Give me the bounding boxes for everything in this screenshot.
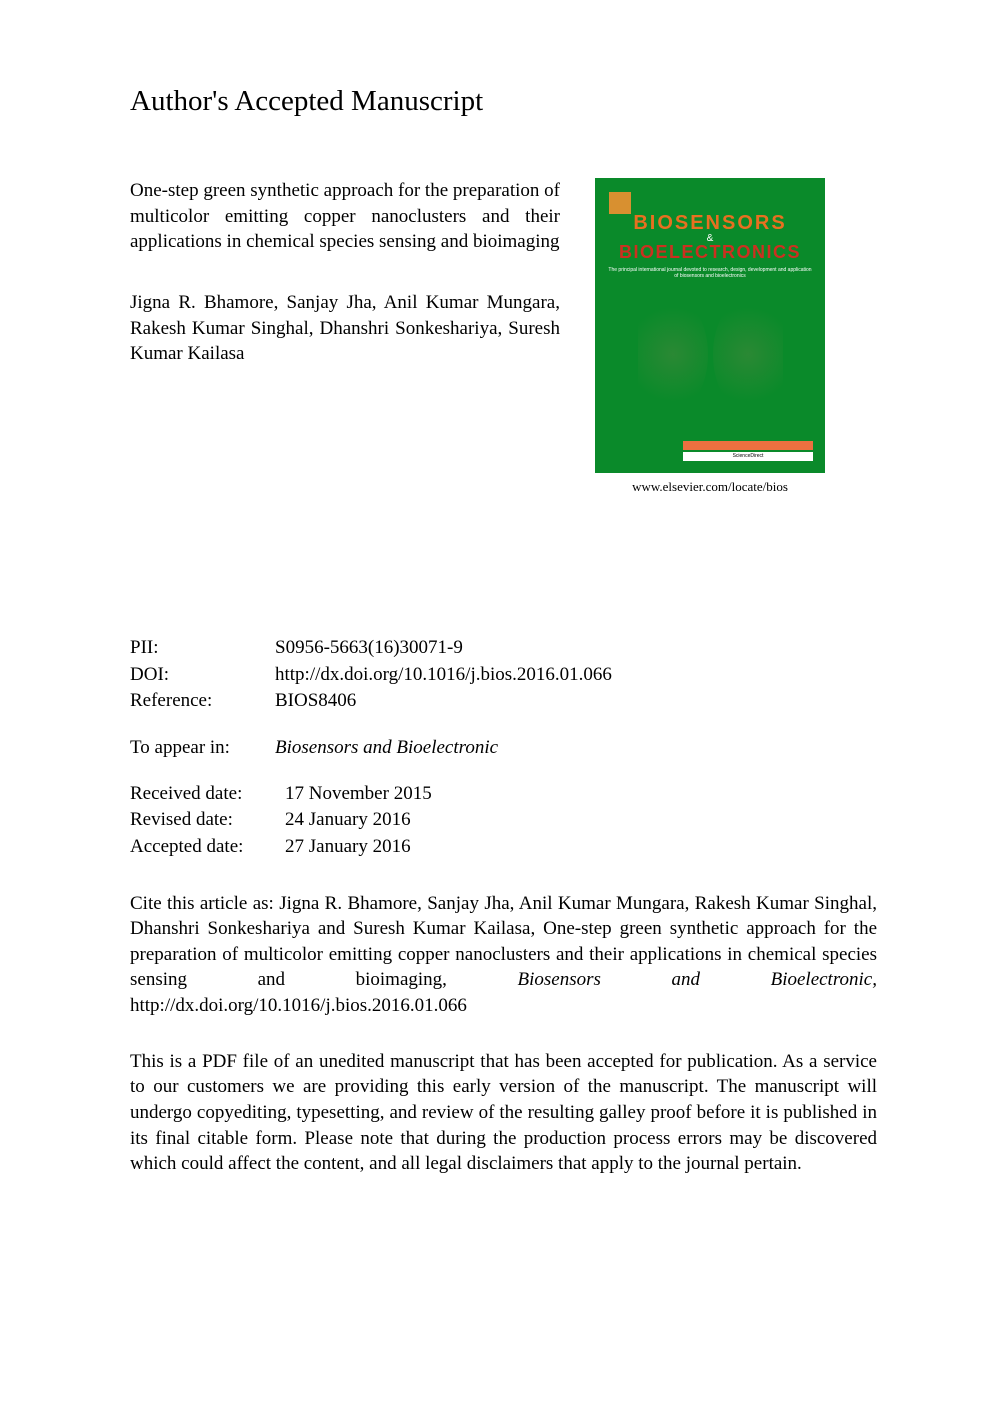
dates-table: Received date: 17 November 2015 Revised … xyxy=(130,781,877,861)
journal-cover-container: BIOSENSORS & BIOELECTRONICS The principa… xyxy=(595,178,825,495)
journal-cover-title-line-2: BIOELECTRONICS xyxy=(607,242,813,263)
abstract-column: One-step green synthetic approach for th… xyxy=(130,178,560,495)
accepted-row: Accepted date: 27 January 2016 xyxy=(130,834,877,861)
article-title: One-step green synthetic approach for th… xyxy=(130,178,560,255)
journal-cover-title-line-1: BIOSENSORS xyxy=(607,212,813,235)
journal-url: www.elsevier.com/locate/bios xyxy=(595,479,825,495)
doi-value: http://dx.doi.org/10.1016/j.bios.2016.01… xyxy=(275,662,877,689)
reference-value: BIOS8406 xyxy=(275,688,877,715)
doi-label: DOI: xyxy=(130,662,275,689)
journal-cover-tagline: The principal international journal devo… xyxy=(607,267,813,279)
disclaimer-text: This is a PDF file of an unedited manusc… xyxy=(130,1049,877,1177)
journal-cover: BIOSENSORS & BIOELECTRONICS The principa… xyxy=(595,178,825,473)
journal-cover-graphic-icon xyxy=(638,297,783,412)
pii-value: S0956-5663(16)30071-9 xyxy=(275,635,877,662)
footer-strip-icon xyxy=(683,441,813,450)
citation-journal-name: Biosensors and Bioelectronic, xyxy=(518,969,877,990)
journal-cover-footer: ScienceDirect xyxy=(683,441,813,461)
received-value: 17 November 2015 xyxy=(285,781,432,808)
top-section: One-step green synthetic approach for th… xyxy=(130,178,877,495)
reference-row: Reference: BIOS8406 xyxy=(130,688,877,715)
received-row: Received date: 17 November 2015 xyxy=(130,781,877,808)
footer-sciencedirect-label: ScienceDirect xyxy=(683,452,813,461)
publisher-logo-icon xyxy=(609,192,631,214)
received-label: Received date: xyxy=(130,781,285,808)
accepted-value: 27 January 2016 xyxy=(285,834,411,861)
metadata-table: PII: S0956-5663(16)30071-9 DOI: http://d… xyxy=(130,635,877,715)
appear-in-value: Biosensors and Bioelectronic xyxy=(275,737,498,759)
doi-link[interactable]: http://dx.doi.org/10.1016/j.bios.2016.01… xyxy=(275,664,612,685)
revised-label: Revised date: xyxy=(130,807,285,834)
reference-label: Reference: xyxy=(130,688,275,715)
citation-block: Cite this article as: Jigna R. Bhamore, … xyxy=(130,891,877,1019)
doi-row: DOI: http://dx.doi.org/10.1016/j.bios.20… xyxy=(130,662,877,689)
page-heading: Author's Accepted Manuscript xyxy=(130,85,877,118)
citation-suffix: http://dx.doi.org/10.1016/j.bios.2016.01… xyxy=(130,995,467,1016)
authors-list: Jigna R. Bhamore, Sanjay Jha, Anil Kumar… xyxy=(130,290,560,367)
appear-in-row: To appear in: Biosensors and Bioelectron… xyxy=(130,737,877,759)
pii-label: PII: xyxy=(130,635,275,662)
revised-row: Revised date: 24 January 2016 xyxy=(130,807,877,834)
appear-in-label: To appear in: xyxy=(130,737,275,759)
pii-row: PII: S0956-5663(16)30071-9 xyxy=(130,635,877,662)
revised-value: 24 January 2016 xyxy=(285,807,411,834)
accepted-label: Accepted date: xyxy=(130,834,285,861)
